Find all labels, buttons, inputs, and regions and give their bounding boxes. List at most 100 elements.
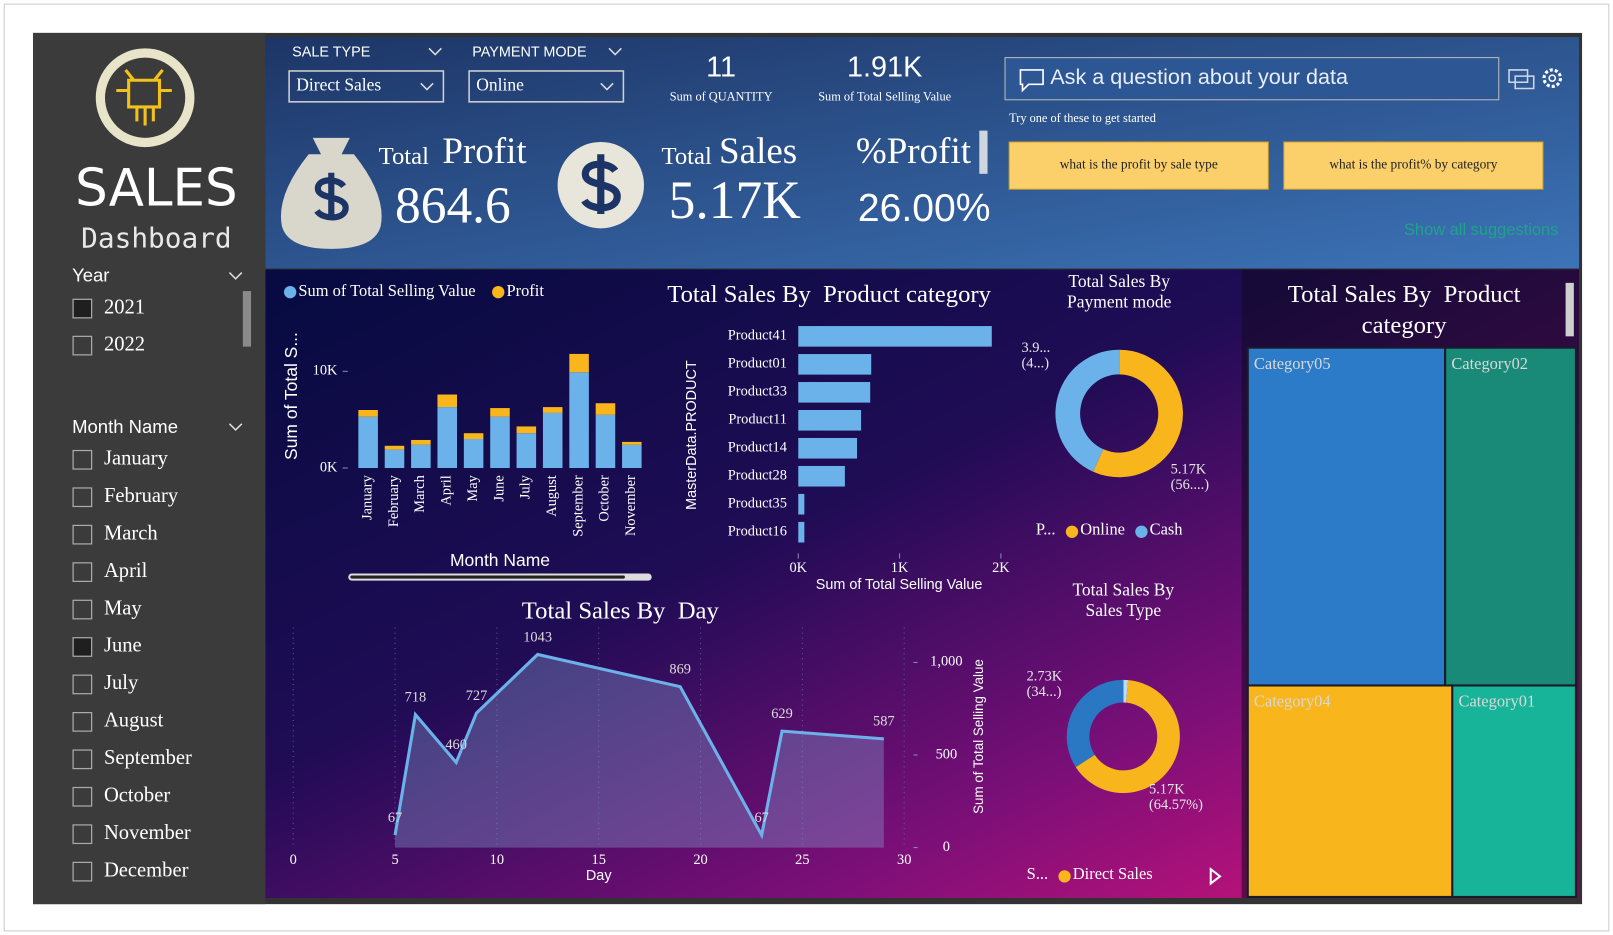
bar (798, 382, 871, 403)
x-tick-label: 5 (391, 852, 398, 868)
chart-title: Total Sales By Product category (667, 281, 991, 308)
chevron[interactable] (600, 82, 614, 91)
bar-segment (384, 449, 405, 469)
slicer-title: Month Name (72, 416, 178, 437)
suggestion-text[interactable]: what is the profit% by category (1329, 157, 1497, 172)
play-icon[interactable] (1209, 867, 1222, 886)
slicer-item[interactable]: August (104, 710, 164, 732)
chevron[interactable] (420, 82, 434, 91)
slicer-item[interactable]: October (104, 784, 170, 806)
slicer-item[interactable]: November (104, 822, 191, 844)
chevron[interactable] (228, 423, 243, 432)
chevron[interactable] (428, 47, 442, 56)
x-tick-label: November (623, 475, 639, 536)
settings-icon-center (1548, 74, 1557, 83)
x-tick-label: 1K (891, 560, 909, 576)
y-tick-label: Product28 (728, 468, 787, 484)
suggestion-button[interactable] (1283, 141, 1544, 190)
x-tick-label: May (465, 474, 481, 501)
x-tick-label: April (439, 475, 455, 505)
checkbox[interactable] (72, 824, 93, 845)
bar (798, 354, 872, 375)
checkbox[interactable] (72, 749, 93, 770)
slicer-item[interactable]: January (104, 448, 169, 470)
chevron[interactable] (228, 272, 243, 280)
checkbox[interactable] (72, 711, 93, 732)
x-axis-label: Month Name (450, 550, 550, 570)
bar-segment (622, 441, 642, 445)
checkbox[interactable] (72, 674, 93, 695)
show-all-link[interactable]: Show all suggestions (1404, 221, 1558, 239)
qna-hint: Try one of these to get started (1009, 111, 1157, 125)
slicer-item[interactable]: June (104, 635, 142, 657)
treemap-tile[interactable] (1246, 346, 1447, 687)
bar-segment (463, 433, 484, 440)
y-tick-label: Product16 (728, 523, 787, 539)
data-label: 3.9... (4...) (1021, 341, 1050, 372)
suggestion-text[interactable]: what is the profit by sale type (1060, 157, 1218, 172)
slicer-item[interactable]: April (104, 560, 148, 582)
kpi-title: Profit (442, 131, 527, 172)
checkbox[interactable] (72, 637, 93, 657)
x-tick-label: March (412, 475, 428, 513)
y-tick-label: Product14 (728, 440, 787, 456)
slicer-item[interactable]: December (104, 859, 189, 881)
kpi-title: Sales (719, 131, 797, 172)
checkbox[interactable] (72, 524, 93, 545)
dashboard-subtitle: Dashboard (81, 222, 231, 255)
checkbox[interactable] (72, 786, 93, 807)
qna-placeholder[interactable]: Ask a question about your data (1050, 64, 1349, 89)
treemap-tile[interactable] (1451, 684, 1577, 898)
qna-action-icon[interactable] (1508, 69, 1535, 90)
bar (798, 465, 845, 487)
bar-segment (411, 444, 431, 469)
bar-segment (569, 353, 589, 373)
checkbox[interactable] (72, 599, 93, 620)
qna-icon (1019, 69, 1044, 93)
tile-label: Category02 (1451, 354, 1528, 373)
kpi-value: 5.17K (669, 170, 802, 230)
slicer-item[interactable]: February (104, 485, 179, 507)
slicer-item[interactable]: March (104, 522, 158, 544)
legend-label: Profit (506, 281, 544, 300)
slicer-item[interactable]: September (104, 747, 192, 769)
slicer-item[interactable]: 2022 (104, 333, 145, 355)
card-label: Sum of QUANTITY (670, 90, 773, 104)
checkbox[interactable] (72, 298, 93, 319)
line (393, 652, 884, 840)
x-tick-label: June (491, 475, 507, 501)
y-tick-label: 0 (943, 839, 950, 855)
slicer-item[interactable]: 2021 (104, 296, 145, 318)
chevron[interactable] (608, 47, 622, 56)
checkbox[interactable] (72, 335, 93, 356)
qna-box[interactable] (1004, 57, 1500, 101)
y-tick-label: Product41 (728, 328, 787, 344)
checkbox[interactable] (72, 562, 93, 582)
checkbox[interactable] (72, 861, 93, 882)
legend-marker (1058, 870, 1071, 883)
x-tick-label: 15 (592, 852, 606, 868)
donut-slice (1075, 680, 1180, 794)
slicer-item[interactable]: May (104, 597, 142, 619)
slicer-item[interactable]: July (104, 672, 139, 694)
legend-marker (492, 285, 505, 299)
scrollbar (1565, 282, 1574, 337)
treemap-tile[interactable] (1246, 684, 1454, 898)
dropdown[interactable] (288, 70, 445, 103)
checkbox[interactable] (72, 487, 93, 508)
legend-label: Online (1080, 520, 1125, 539)
logo-icon (116, 68, 172, 126)
legend-title: P... (1036, 520, 1056, 539)
dropdown[interactable] (468, 70, 625, 103)
treemap-tile[interactable] (1444, 346, 1577, 687)
suggestion-button[interactable] (1008, 141, 1269, 190)
x-tick-label: September (570, 475, 586, 537)
checkbox[interactable] (72, 449, 93, 470)
bar (798, 493, 805, 515)
chart-title: Total Sales By Day (522, 598, 720, 625)
dropdown-value[interactable]: Direct Sales (296, 74, 381, 94)
data-label: 2.73K (34...) (1027, 669, 1063, 700)
legend-label: Cash (1150, 520, 1183, 539)
dropdown-value[interactable]: Online (476, 74, 524, 94)
settings-icon[interactable] (1542, 68, 1563, 88)
